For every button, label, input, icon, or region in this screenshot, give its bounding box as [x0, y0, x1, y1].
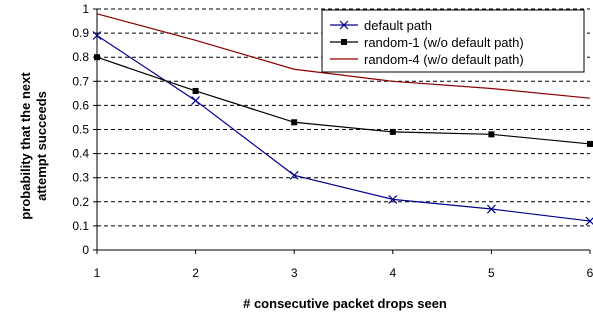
series-0-point-2: [289, 170, 299, 180]
legend-box: [321, 9, 585, 73]
x-tick-label-5: 6: [587, 266, 593, 280]
x-tick-label-3: 4: [389, 266, 396, 280]
series-0-point-0: [92, 31, 102, 40]
legend-marker-1: [341, 39, 347, 45]
axes: [93, 8, 591, 254]
x-axis-title: # consecutive packet drops seen: [243, 296, 447, 311]
y-tick-label-9: 0.9: [72, 26, 89, 40]
series-1-point-2: [291, 119, 298, 126]
y-tick-label-1: 0.1: [72, 219, 89, 233]
series-1-point-0: [94, 54, 100, 61]
y-tick-label-3: 0.3: [72, 171, 89, 185]
x-tick-label-4: 5: [488, 266, 495, 280]
legend-marker-0-stroke-b: [339, 20, 349, 30]
y-axis-title-line-1: probability that the next: [18, 72, 33, 220]
legend-label-0: default path: [364, 18, 432, 33]
series-lines: [92, 13, 593, 226]
y-tick-label-2: 0.2: [72, 195, 89, 209]
y-tick-label-4: 0.4: [72, 147, 89, 161]
series-1-point-1: [192, 87, 199, 94]
series-line-1: [96, 56, 591, 145]
y-tick-label-10: 1: [82, 2, 89, 16]
series-0-point-4-stroke-b: [486, 204, 496, 214]
series-line-2: [96, 13, 591, 99]
x-tick-label-1: 2: [192, 266, 199, 280]
series-0-point-1: [191, 96, 201, 106]
y-axis-title: probability that the next attempt succee…: [18, 72, 49, 220]
series-0-point-2-stroke-b: [289, 170, 299, 180]
series-0-point-3: [388, 194, 398, 204]
y-tick-label-8: 0.8: [72, 50, 89, 64]
series-1-point-4: [488, 131, 495, 138]
legend: default path random-1 (w/o default path) r…: [321, 9, 585, 73]
y-tick-labels: 0 0.1 0.2 0.3 0.4 0.5 0.6 0.7 0.8 0.9 1: [72, 2, 89, 257]
series-1-point-3: [389, 128, 396, 135]
series-0-point-0-stroke-b: [92, 31, 102, 40]
series-0-point-1-stroke-b: [191, 96, 201, 106]
x-tick-label-2: 3: [291, 266, 298, 280]
y-axis-title-line-2: attempt succeeds: [34, 91, 49, 201]
y-tick-label-5: 0.5: [72, 123, 89, 137]
series-0-point-4: [486, 204, 496, 214]
series-line-0: [96, 35, 591, 222]
y-tick-label-0: 0: [82, 243, 89, 257]
series-0-point-3-stroke-b: [388, 194, 398, 204]
y-tick-label-6: 0.6: [72, 98, 89, 112]
x-tick-label-0: 1: [94, 266, 101, 280]
legend-label-2: random-4 (w/o default path): [364, 52, 524, 67]
legend-marker-0: [339, 20, 349, 30]
series-1-point-5: [587, 140, 593, 147]
y-tick-label-7: 0.7: [72, 74, 89, 88]
legend-label-1: random-1 (w/o default path): [364, 35, 524, 50]
x-tick-labels: 1 2 3 4 5 6: [94, 266, 593, 280]
